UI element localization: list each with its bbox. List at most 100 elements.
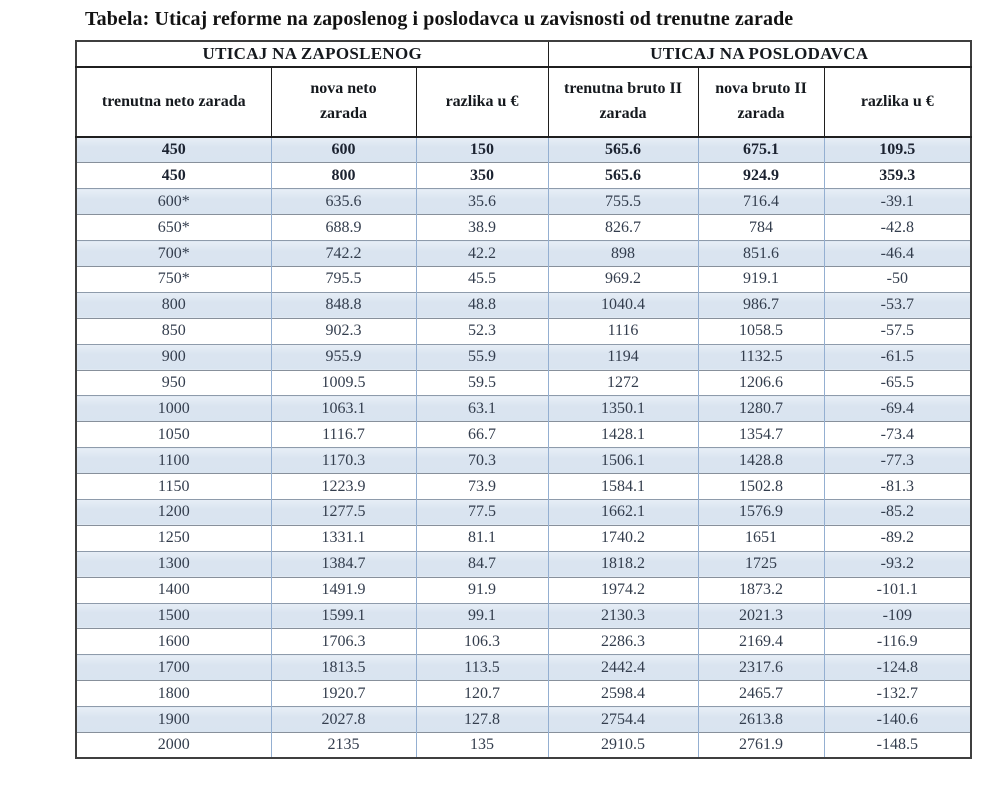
table-cell: 99.1 (415, 602, 549, 629)
table-row: 1700 1813.5 113.5 2442.4 2317.6 -124.8 (75, 654, 972, 681)
table-row: 650* 688.9 38.9 826.7 784 -42.8 (75, 214, 972, 241)
table-row: 1500 1599.1 99.1 2130.3 2021.3 -109 (75, 602, 972, 629)
table-cell: 784 (697, 214, 825, 241)
table-cell: 1250 (75, 524, 272, 552)
table-cell: 2910.5 (547, 731, 699, 759)
table-cell: 1194 (547, 343, 699, 371)
group-header-employee: UTICAJ NA ZAPOSLENOG (75, 40, 549, 68)
table-cell: -69.4 (823, 395, 972, 422)
page-title: Tabela: Uticaj reforme na zaposlenog i p… (85, 8, 794, 30)
table-cell: 2027.8 (270, 706, 417, 733)
table-cell: 1223.9 (270, 473, 417, 500)
table-cell: 1600 (75, 628, 272, 655)
table-cell: 1651 (697, 524, 825, 552)
table-cell: -46.4 (823, 240, 972, 267)
table-cell: 898 (547, 240, 699, 267)
table-cell: 1502.8 (697, 473, 825, 500)
table-cell: 35.6 (415, 188, 549, 215)
table-row: 450 600 150 565.6 675.1 109.5 (75, 137, 972, 163)
table-cell: 1706.3 (270, 628, 417, 655)
table-cell: 565.6 (547, 137, 699, 163)
table-cell: 1900 (75, 706, 272, 733)
table-row: 950 1009.5 59.5 1272 1206.6 -65.5 (75, 369, 972, 396)
table-cell: 1040.4 (547, 291, 699, 319)
table-cell: 70.3 (415, 447, 549, 474)
table-cell: 850 (75, 317, 272, 345)
table-cell: 1009.5 (270, 369, 417, 396)
table-cell: 1662.1 (547, 498, 699, 526)
table-cell: 1400 (75, 576, 272, 604)
table-cell: 848.8 (270, 291, 417, 319)
table-cell: 1000 (75, 395, 272, 422)
table-cell: 1873.2 (697, 576, 825, 604)
table-cell: 2130.3 (547, 602, 699, 629)
table-row: 1900 2027.8 127.8 2754.4 2613.8 -140.6 (75, 706, 972, 733)
table-cell: 919.1 (697, 265, 825, 293)
table-row: 1800 1920.7 120.7 2598.4 2465.7 -132.7 (75, 680, 972, 707)
table-cell: -42.8 (823, 214, 972, 241)
table-cell: 2754.4 (547, 706, 699, 733)
table-cell: 969.2 (547, 265, 699, 293)
table-cell: -50 (823, 265, 972, 293)
table-cell: 1100 (75, 447, 272, 474)
table-cell: -61.5 (823, 343, 972, 371)
table-cell: 1428.1 (547, 421, 699, 448)
table-cell: 2135 (270, 731, 417, 759)
table-cell: 55.9 (415, 343, 549, 371)
table-row: 1300 1384.7 84.7 1818.2 1725 -93.2 (75, 550, 972, 578)
column-header-current-net: trenutna neto zarada (75, 66, 272, 138)
table-cell: -39.1 (823, 188, 972, 215)
table-cell: 120.7 (415, 680, 549, 707)
table-header-columns-row: trenutna neto zarada nova neto zarada ra… (75, 66, 972, 138)
table-row: 1000 1063.1 63.1 1350.1 1280.7 -69.4 (75, 395, 972, 422)
table-row: 850 902.3 52.3 1116 1058.5 -57.5 (75, 317, 972, 345)
table-cell: 900 (75, 343, 272, 371)
table-row: 700* 742.2 42.2 898 851.6 -46.4 (75, 240, 972, 267)
table-header-group-row: UTICAJ NA ZAPOSLENOG UTICAJ NA POSLODAVC… (75, 40, 972, 68)
table-cell: 38.9 (415, 214, 549, 241)
table-cell: 2465.7 (697, 680, 825, 707)
table-cell: 1272 (547, 369, 699, 396)
table-row: 600* 635.6 35.6 755.5 716.4 -39.1 (75, 188, 972, 215)
table-cell: 1200 (75, 498, 272, 526)
table-cell: 1491.9 (270, 576, 417, 604)
table-cell: 81.1 (415, 524, 549, 552)
table-cell: 800 (270, 162, 417, 189)
table-cell: 127.8 (415, 706, 549, 733)
table-cell: 1132.5 (697, 343, 825, 371)
table-row: 1100 1170.3 70.3 1506.1 1428.8 -77.3 (75, 447, 972, 474)
table-cell: 1277.5 (270, 498, 417, 526)
table-cell: 66.7 (415, 421, 549, 448)
table-cell: 45.5 (415, 265, 549, 293)
table-cell: 1500 (75, 602, 272, 629)
table-cell: 2613.8 (697, 706, 825, 733)
table-cell: 1300 (75, 550, 272, 578)
table-cell: -85.2 (823, 498, 972, 526)
table-row: 800 848.8 48.8 1040.4 986.7 -53.7 (75, 291, 972, 319)
column-header-current-gross: trenutna bruto II zarada (547, 66, 699, 138)
table-cell: -109 (823, 602, 972, 629)
table-cell: 700* (75, 240, 272, 267)
table-row: 1400 1491.9 91.9 1974.2 1873.2 -101.1 (75, 576, 972, 604)
table-cell: 742.2 (270, 240, 417, 267)
salary-impact-table: UTICAJ NA ZAPOSLENOG UTICAJ NA POSLODAVC… (75, 40, 973, 760)
table-cell: 1150 (75, 473, 272, 500)
table-cell: 955.9 (270, 343, 417, 371)
table-cell: 2286.3 (547, 628, 699, 655)
table-cell: 755.5 (547, 188, 699, 215)
group-header-employer: UTICAJ NA POSLODAVCA (547, 40, 972, 68)
table-cell: -124.8 (823, 654, 972, 681)
table-cell: 1350.1 (547, 395, 699, 422)
table-cell: 1384.7 (270, 550, 417, 578)
table-cell: 1116 (547, 317, 699, 345)
table-cell: 750* (75, 265, 272, 293)
column-header-diff-employee: razlika u € (415, 66, 549, 138)
table-cell: 950 (75, 369, 272, 396)
table-row: 1150 1223.9 73.9 1584.1 1502.8 -81.3 (75, 473, 972, 500)
table-cell: -101.1 (823, 576, 972, 604)
table-row: 1050 1116.7 66.7 1428.1 1354.7 -73.4 (75, 421, 972, 448)
table-cell: 795.5 (270, 265, 417, 293)
table-cell: -81.3 (823, 473, 972, 500)
table-cell: 135 (415, 731, 549, 759)
